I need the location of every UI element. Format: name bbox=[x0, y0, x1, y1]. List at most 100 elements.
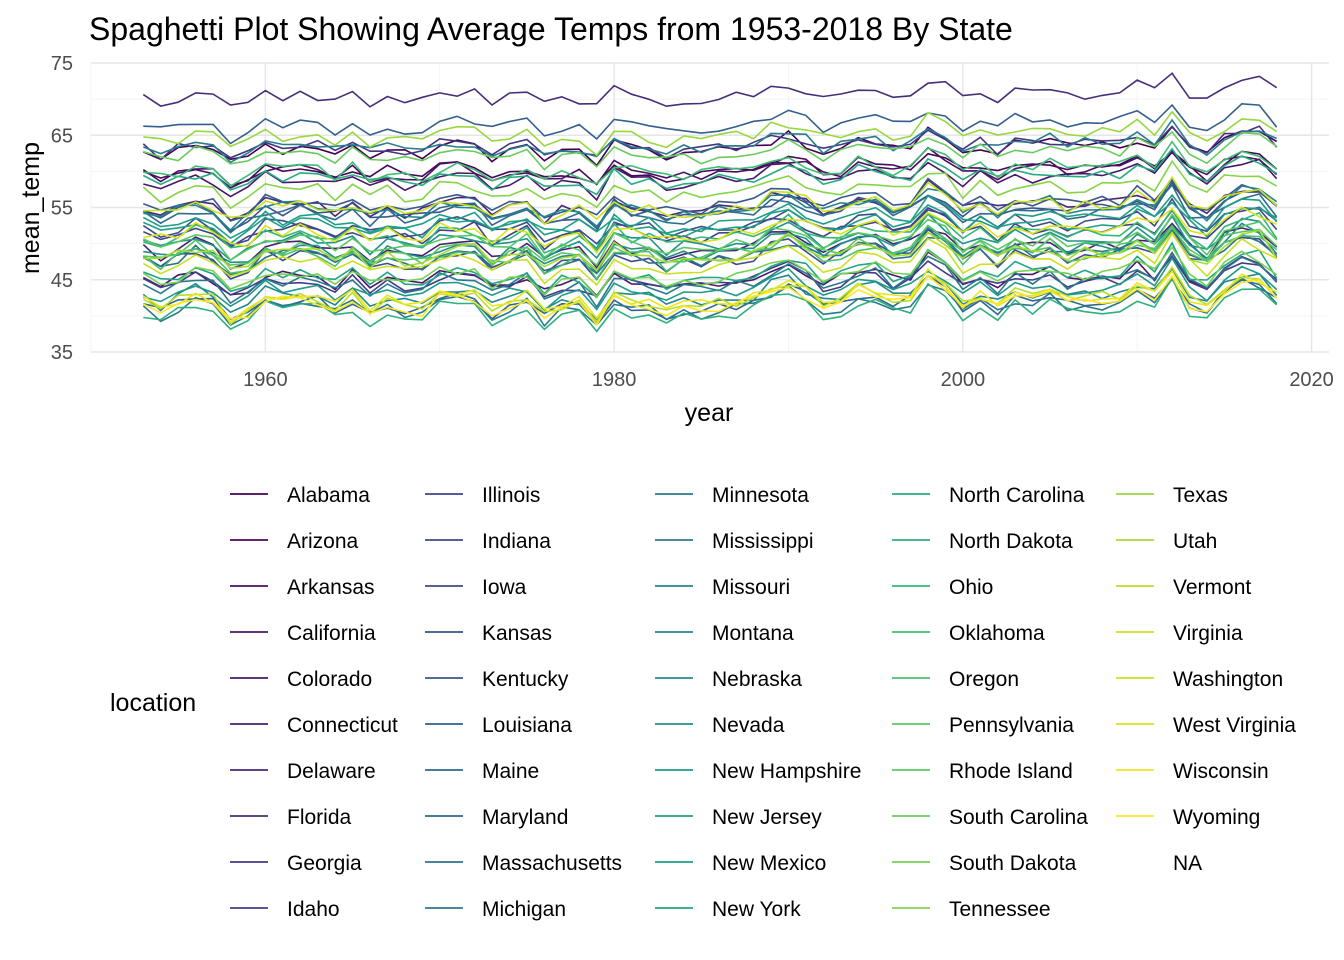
legend-label: Nebraska bbox=[712, 668, 802, 691]
legend-label: Tennessee bbox=[949, 898, 1051, 921]
legend-item-pennsylvania: Pennsylvania bbox=[892, 714, 1074, 737]
legend-item-oklahoma: Oklahoma bbox=[892, 622, 1045, 645]
series-line-wyoming bbox=[142, 274, 1278, 327]
legend-item-wisconsin: Wisconsin bbox=[1116, 760, 1269, 783]
legend-label: Kansas bbox=[482, 622, 552, 645]
legend-label: Pennsylvania bbox=[949, 714, 1074, 737]
legend-item-tennessee: Tennessee bbox=[892, 898, 1051, 921]
legend-item-arkansas: Arkansas bbox=[230, 576, 375, 599]
legend-label: Washington bbox=[1173, 668, 1283, 691]
legend-item-south-carolina: South Carolina bbox=[892, 806, 1088, 829]
legend-label: Indiana bbox=[482, 530, 551, 553]
legend-label: Georgia bbox=[287, 852, 362, 875]
legend-item-colorado: Colorado bbox=[230, 668, 372, 691]
legend-label: Mississippi bbox=[712, 530, 814, 553]
legend-label: Illinois bbox=[482, 484, 540, 507]
legend-label: California bbox=[287, 622, 376, 645]
legend-label: Delaware bbox=[287, 760, 376, 783]
legend-label: Maryland bbox=[482, 806, 568, 829]
legend-item-south-dakota: South Dakota bbox=[892, 852, 1077, 875]
legend-label: Montana bbox=[712, 622, 794, 645]
legend-label: Wisconsin bbox=[1173, 760, 1269, 783]
series-line-rhode-island bbox=[142, 212, 1278, 267]
legend-label: Oregon bbox=[949, 668, 1019, 691]
legend-label: Michigan bbox=[482, 898, 566, 921]
series-line-west-virginia bbox=[143, 206, 1278, 254]
legend-item-florida: Florida bbox=[230, 806, 352, 829]
legend-item-connecticut: Connecticut bbox=[230, 714, 398, 737]
legend-item-new-mexico: New Mexico bbox=[655, 852, 826, 875]
x-axis-title: year bbox=[685, 399, 734, 427]
series-line-new-york bbox=[143, 241, 1278, 299]
legend-label: Kentucky bbox=[482, 668, 569, 691]
legend-item-nebraska: Nebraska bbox=[655, 668, 802, 691]
legend-label: Rhode Island bbox=[949, 760, 1073, 783]
legend-label: New Mexico bbox=[712, 852, 826, 875]
legend-label: NA bbox=[1173, 852, 1202, 875]
legend-label: Oklahoma bbox=[949, 622, 1045, 645]
legend-label: Maine bbox=[482, 760, 539, 783]
legend-label: Vermont bbox=[1173, 576, 1251, 599]
series-line-pennsylvania bbox=[143, 224, 1278, 271]
legend-item-na: NA bbox=[1173, 852, 1202, 875]
legend-item-mississippi: Mississippi bbox=[655, 530, 814, 553]
x-tick-label: 1960 bbox=[243, 369, 288, 391]
legend-item-montana: Montana bbox=[655, 622, 794, 645]
y-tick-label: 45 bbox=[51, 270, 73, 292]
legend-label: Louisiana bbox=[482, 714, 572, 737]
series-line-new-hampshire bbox=[143, 256, 1278, 312]
x-tick-label: 1980 bbox=[592, 369, 637, 391]
legend-item-delaware: Delaware bbox=[230, 760, 376, 783]
legend-label: Florida bbox=[287, 806, 352, 829]
legend-label: South Carolina bbox=[949, 806, 1088, 829]
legend-item-minnesota: Minnesota bbox=[655, 484, 809, 507]
legend-item-new-hampshire: New Hampshire bbox=[655, 760, 861, 783]
series-line-mississippi bbox=[143, 118, 1278, 164]
legend-item-missouri: Missouri bbox=[655, 576, 790, 599]
series-line-south-dakota bbox=[142, 245, 1278, 299]
legend-item-california: California bbox=[230, 622, 376, 645]
legend-item-north-carolina: North Carolina bbox=[892, 484, 1085, 507]
legend-item-rhode-island: Rhode Island bbox=[892, 760, 1073, 783]
legend-item-utah: Utah bbox=[1116, 530, 1217, 553]
legend-item-west-virginia: West Virginia bbox=[1116, 714, 1296, 737]
legend-label: Iowa bbox=[482, 576, 527, 599]
legend-item-idaho: Idaho bbox=[230, 898, 340, 921]
legend: Alabama Arizona Arkansas California Colorado… bbox=[230, 484, 1296, 921]
series-line-ohio bbox=[143, 207, 1278, 254]
series-line-california bbox=[143, 150, 1278, 202]
legend-item-maryland: Maryland bbox=[425, 806, 568, 829]
y-axis-title: mean_temp bbox=[17, 142, 45, 274]
legend-item-michigan: Michigan bbox=[425, 898, 566, 921]
y-tick-label: 65 bbox=[51, 125, 73, 147]
legend-item-iowa: Iowa bbox=[425, 576, 527, 599]
legend-item-nevada: Nevada bbox=[655, 714, 785, 737]
legend-label: South Dakota bbox=[949, 852, 1077, 875]
legend-item-new-jersey: New Jersey bbox=[655, 806, 822, 829]
series-line-south-carolina bbox=[143, 130, 1278, 171]
series-line-north-dakota bbox=[143, 276, 1278, 333]
legend-item-georgia: Georgia bbox=[230, 852, 362, 875]
y-tick-label: 35 bbox=[51, 342, 73, 364]
series-line-oklahoma bbox=[143, 140, 1278, 188]
x-axis-ticks: 1960 1980 2000 2020 bbox=[243, 369, 1334, 391]
y-tick-label: 75 bbox=[51, 53, 73, 75]
series-lines bbox=[142, 72, 1278, 333]
series-line-virginia bbox=[143, 175, 1278, 226]
legend-item-maine: Maine bbox=[425, 760, 539, 783]
legend-item-ohio: Ohio bbox=[892, 576, 993, 599]
series-line-tennessee bbox=[142, 159, 1278, 210]
legend-item-wyoming: Wyoming bbox=[1116, 806, 1260, 829]
x-tick-label: 2020 bbox=[1289, 369, 1334, 391]
series-line-louisiana bbox=[143, 102, 1278, 145]
legend-item-massachusetts: Massachusetts bbox=[425, 852, 622, 875]
legend-label: Missouri bbox=[712, 576, 790, 599]
legend-label: West Virginia bbox=[1173, 714, 1296, 737]
legend-label: Ohio bbox=[949, 576, 993, 599]
legend-item-oregon: Oregon bbox=[892, 668, 1019, 691]
x-tick-label: 2000 bbox=[941, 369, 986, 391]
legend-label: Utah bbox=[1173, 530, 1217, 553]
legend-label: Arizona bbox=[287, 530, 359, 553]
series-line-washington bbox=[142, 231, 1278, 287]
